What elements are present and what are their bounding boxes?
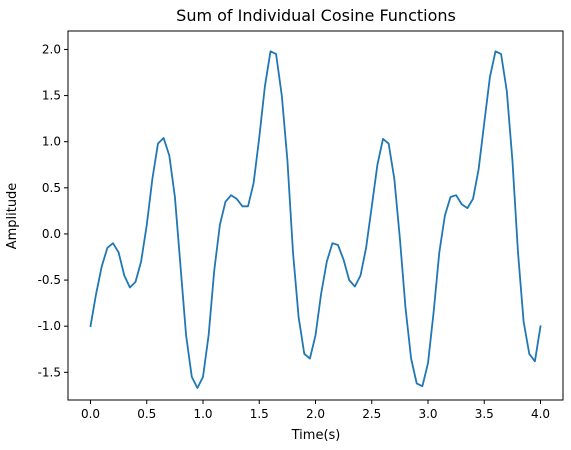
y-tick-label: -0.5 (38, 273, 61, 287)
x-tick-label: 4.0 (531, 407, 550, 421)
chart-title: Sum of Individual Cosine Functions (176, 6, 456, 25)
x-axis-label: Time(s) (291, 428, 341, 443)
x-tick-label: 0.0 (81, 407, 100, 421)
y-tick-label: 1.0 (42, 135, 61, 149)
x-tick-label: 2.5 (362, 407, 381, 421)
y-tick-label: 1.5 (42, 89, 61, 103)
y-tick-label: -1.0 (38, 319, 61, 333)
y-axis-label: Amplitude (5, 183, 20, 250)
x-tick-label: 1.0 (193, 407, 212, 421)
x-tick-label: 3.0 (418, 407, 437, 421)
y-axis: -1.5 -1.0 -0.5 0.0 0.5 1.0 1.5 2.0 (38, 42, 68, 379)
x-tick-label: 1.5 (250, 407, 269, 421)
x-tick-label: 2.0 (306, 407, 325, 421)
y-tick-label: 0.0 (42, 227, 61, 241)
y-tick-label: 2.0 (42, 42, 61, 56)
y-tick-label: 0.5 (42, 181, 61, 195)
y-tick-label: -1.5 (38, 365, 61, 379)
x-axis: 0.0 0.5 1.0 1.5 2.0 2.5 3.0 3.5 4.0 (81, 400, 550, 421)
x-tick-label: 0.5 (137, 407, 156, 421)
x-tick-label: 3.5 (475, 407, 494, 421)
plot-area: 0.0 0.5 1.0 1.5 2.0 2.5 3.0 3.5 4.0 -1.5 -1.0 -0.5… (38, 30, 564, 421)
series-line (89, 50, 542, 389)
